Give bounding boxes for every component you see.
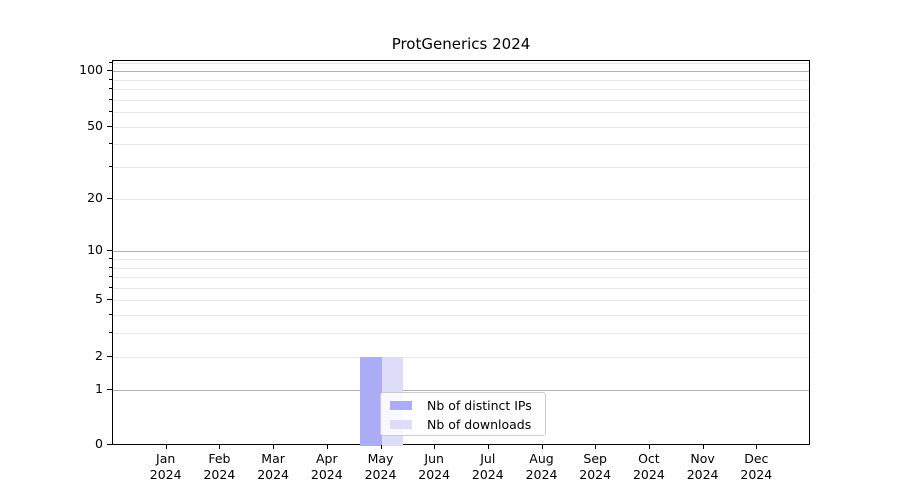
legend-item-distinct-ips: Nb of distinct IPs: [386, 396, 539, 415]
x-tick: [434, 445, 436, 449]
x-tick-label-jul-2024: Jul 2024: [471, 451, 504, 482]
y-tick-label: 1: [95, 380, 103, 396]
x-tick-label-apr-2024: Apr 2024: [310, 451, 343, 482]
y-tick-label: 50: [87, 117, 103, 133]
x-tick: [326, 445, 328, 449]
x-tick-label-may-2024: May 2024: [364, 451, 397, 482]
y-tick-minor: [109, 314, 112, 316]
legend: Nb of distinct IPs Nb of downloads: [380, 392, 546, 436]
y-tick-label: 100: [79, 62, 103, 77]
y-gridline-minor: [113, 333, 809, 335]
y-tick: [107, 250, 112, 252]
x-tick: [165, 445, 167, 449]
y-gridline-minor: [113, 99, 809, 101]
x-tick: [219, 445, 221, 449]
y-gridline-major: [113, 251, 809, 253]
y-tick: [107, 444, 112, 445]
y-tick-label: 20: [87, 189, 103, 205]
legend-label-downloads: Nb of downloads: [427, 417, 532, 432]
x-tick: [648, 445, 650, 449]
y-tick-minor: [109, 62, 112, 64]
y-tick-minor: [109, 257, 112, 259]
y-tick-minor: [109, 286, 112, 288]
y-gridline-minor: [113, 277, 809, 278]
y-tick-label: 5: [95, 291, 103, 307]
y-tick-minor: [109, 98, 112, 100]
y-gridline-minor: [113, 198, 809, 200]
y-gridline-minor: [113, 88, 809, 90]
x-tick-label-feb-2024: Feb 2024: [203, 451, 236, 482]
y-tick: [107, 388, 112, 390]
y-tick-minor: [109, 111, 112, 112]
x-tick-label-oct-2024: Oct 2024: [632, 451, 665, 482]
y-gridline-minor: [113, 167, 809, 168]
x-tick-label-jun-2024: Jun 2024: [418, 451, 451, 482]
y-gridline-minor: [113, 300, 809, 302]
x-tick-label-dec-2024: Dec 2024: [740, 451, 773, 482]
x-tick: [756, 445, 758, 449]
x-tick-label-sep-2024: Sep 2024: [579, 451, 612, 482]
y-gridline-minor: [113, 79, 809, 81]
y-gridline-minor: [113, 315, 809, 317]
y-tick-label: 2: [95, 347, 103, 363]
y-gridline-minor: [113, 144, 809, 146]
y-tick-label: 10: [87, 242, 103, 258]
x-tick: [273, 445, 275, 449]
y-gridline-major: [113, 389, 809, 391]
y-gridline-minor: [113, 267, 809, 269]
y-tick-minor: [109, 166, 112, 167]
y-tick-label: 0: [95, 436, 103, 451]
bar-nb-of-distinct-ips-may-2024: [360, 356, 382, 446]
y-tick-minor: [109, 87, 112, 89]
plot-area: [112, 60, 810, 446]
y-gridline-minor: [113, 287, 809, 289]
y-gridline-minor: [113, 356, 809, 358]
legend-swatch-downloads: [390, 420, 412, 429]
y-tick: [107, 197, 112, 199]
y-tick-minor: [109, 143, 112, 145]
y-tick: [107, 125, 112, 127]
y-gridline-minor: [113, 63, 809, 65]
y-tick: [107, 355, 112, 357]
legend-label-distinct-ips: Nb of distinct IPs: [427, 398, 532, 413]
x-tick: [487, 445, 489, 449]
legend-item-downloads: Nb of downloads: [386, 415, 539, 434]
x-tick: [702, 445, 704, 449]
y-tick: [107, 70, 112, 71]
x-tick: [541, 445, 543, 449]
y-gridline-minor: [113, 126, 809, 128]
x-tick-label-mar-2024: Mar 2024: [257, 451, 289, 482]
y-tick-minor: [109, 332, 112, 334]
x-tick-label-nov-2024: Nov 2024: [686, 451, 719, 482]
legend-swatch-distinct-ips: [390, 401, 412, 410]
y-tick-minor: [109, 78, 112, 80]
y-tick-minor: [109, 266, 112, 268]
y-tick-minor: [109, 276, 112, 277]
chart-title: ProtGenerics 2024: [391, 35, 531, 53]
y-gridline-minor: [113, 258, 809, 260]
y-tick: [107, 299, 112, 301]
x-tick-label-jan-2024: Jan 2024: [149, 451, 182, 482]
y-gridline-major: [113, 71, 809, 72]
y-gridline-minor: [113, 112, 809, 113]
x-tick-label-aug-2024: Aug 2024: [525, 451, 558, 482]
x-tick: [595, 445, 597, 449]
x-tick: [380, 445, 382, 449]
